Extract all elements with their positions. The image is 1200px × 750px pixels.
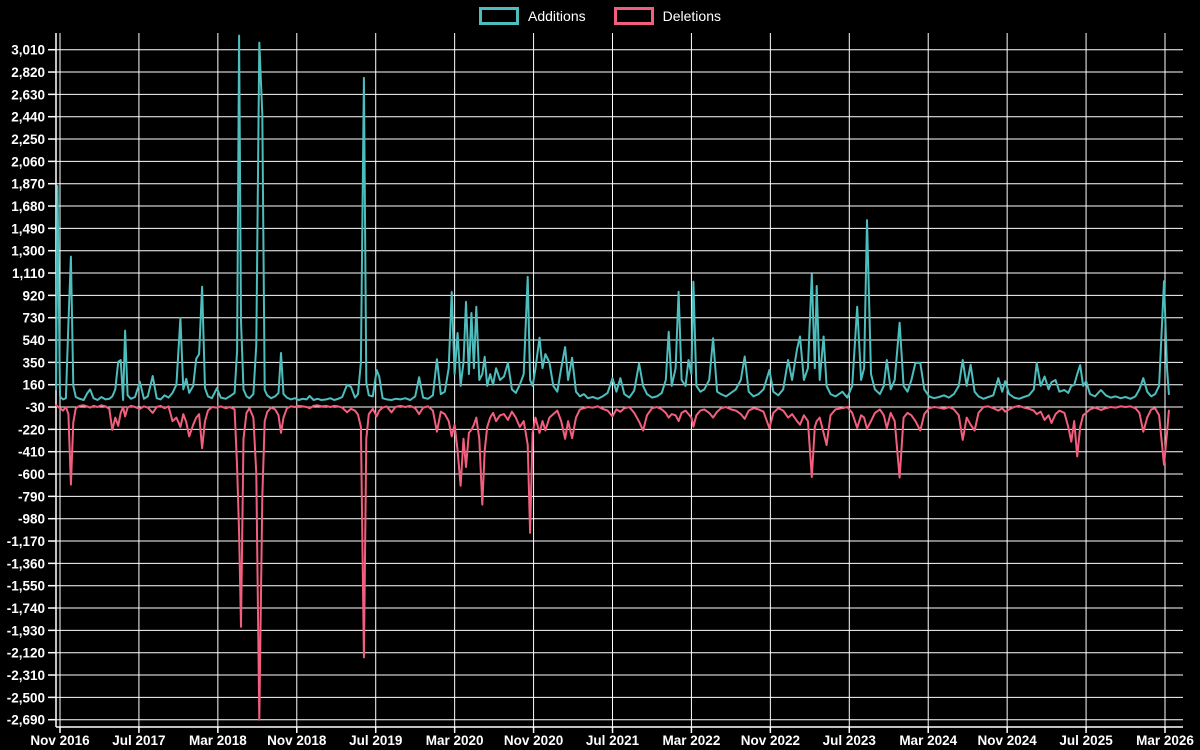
y-tick-label: 1,490 [11, 221, 45, 236]
legend-item-additions[interactable]: Additions [479, 7, 586, 25]
y-tick-label: -30 [25, 400, 45, 415]
legend-label-additions: Additions [528, 8, 586, 24]
y-tick-label: 350 [22, 355, 45, 370]
x-tick-label: Jul 2025 [1059, 733, 1113, 748]
y-tick-label: 1,680 [11, 199, 45, 214]
y-tick-label: -410 [18, 445, 45, 460]
y-tick-label: 1,110 [12, 266, 45, 281]
deletions-line [55, 404, 1170, 721]
y-tick-label: 540 [22, 333, 45, 348]
deletions-swatch-icon [613, 7, 654, 25]
x-tick-label: Mar 2022 [663, 733, 721, 748]
x-tick-label: Jul 2019 [349, 733, 402, 748]
x-tick-label: Jul 2023 [823, 733, 877, 748]
x-tick-label: Mar 2026 [1136, 733, 1194, 748]
y-tick-label: 160 [22, 378, 45, 393]
y-tick-label: -1,930 [7, 623, 45, 638]
y-tick-label: -1,740 [7, 601, 45, 616]
y-tick-label: -1,360 [7, 556, 45, 571]
chart-legend: Additions Deletions [0, 7, 1200, 25]
y-tick-label: 2,440 [11, 110, 45, 125]
y-tick-label: 730 [22, 311, 45, 326]
x-tick-label: Mar 2020 [426, 733, 484, 748]
y-tick-label: -790 [18, 489, 45, 504]
y-tick-label: 2,820 [11, 65, 45, 80]
y-tick-label: -600 [18, 467, 45, 482]
y-tick-label: -220 [18, 422, 45, 437]
x-tick-label: Jul 2021 [586, 733, 640, 748]
x-tick-label: Mar 2024 [899, 733, 957, 748]
y-tick-label: 2,060 [11, 154, 45, 169]
x-tick-label: Nov 2020 [504, 733, 563, 748]
legend-item-deletions[interactable]: Deletions [613, 7, 721, 25]
y-tick-label: 1,870 [11, 177, 45, 192]
y-tick-label: -2,690 [7, 713, 45, 728]
y-tick-label: 2,250 [11, 132, 45, 147]
additions-swatch-icon [479, 7, 520, 25]
y-tick-label: 1,300 [11, 244, 45, 259]
y-tick-label: -2,310 [7, 668, 45, 683]
y-tick-label: 2,630 [11, 87, 45, 102]
legend-label-deletions: Deletions [662, 8, 721, 24]
y-tick-label: -2,500 [7, 690, 45, 705]
x-tick-label: Nov 2018 [267, 733, 327, 748]
y-tick-label: -1,550 [7, 579, 45, 594]
y-tick-label: -2,120 [7, 646, 45, 661]
x-tick-label: Nov 2016 [30, 733, 90, 748]
y-tick-label: -980 [18, 512, 45, 527]
y-tick-label: 3,010 [11, 43, 45, 58]
additions-line [55, 34, 1170, 401]
y-tick-label: 920 [22, 288, 45, 303]
x-tick-label: Nov 2022 [741, 733, 800, 748]
x-tick-label: Jul 2017 [112, 733, 165, 748]
y-tick-label: -1,170 [7, 534, 45, 549]
x-tick-label: Nov 2024 [977, 733, 1037, 748]
x-tick-label: Mar 2018 [189, 733, 247, 748]
